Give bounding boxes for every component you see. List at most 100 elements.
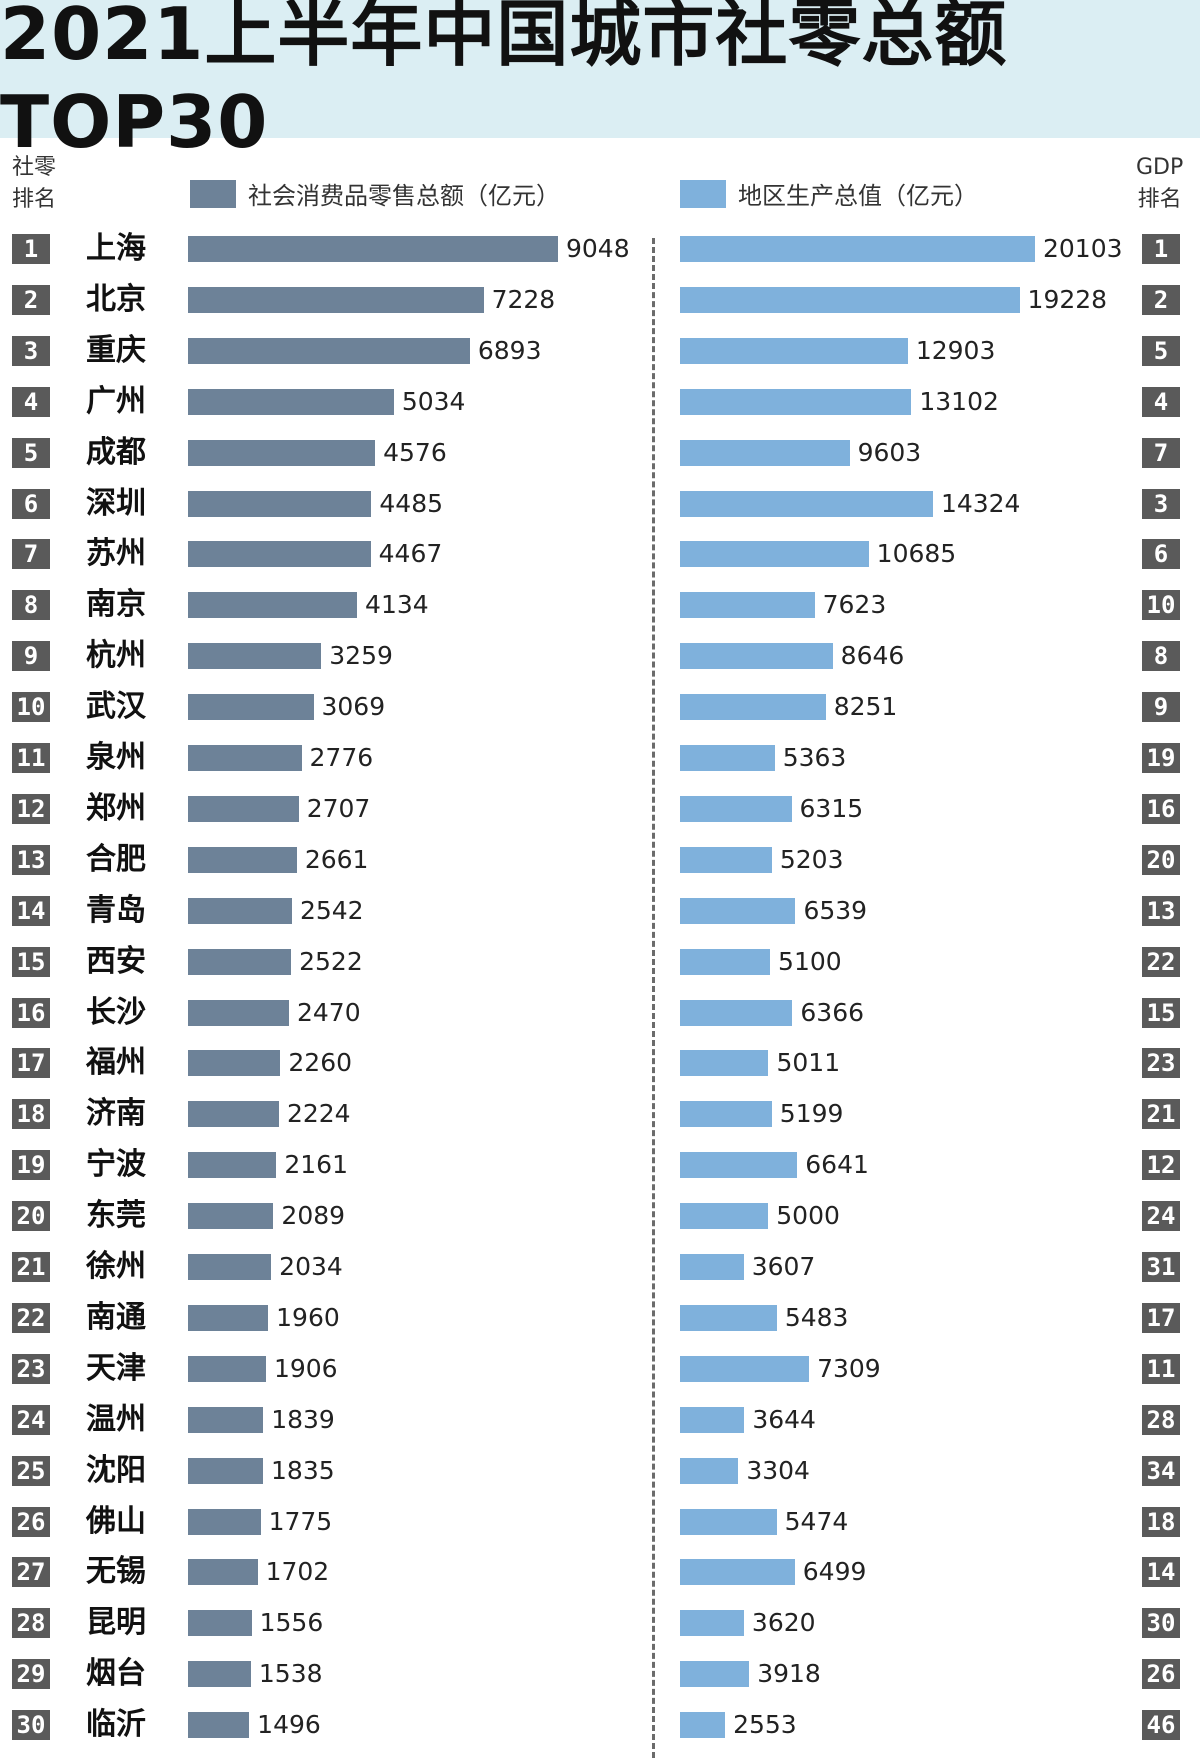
- gdp-rank-badge: 26: [1142, 1659, 1180, 1690]
- gdp-value-label: 6641: [805, 1150, 869, 1180]
- table-row: 22 南通 1960 5483 17: [0, 1293, 1200, 1344]
- retail-value-label: 1496: [257, 1710, 321, 1740]
- retail-bar: [188, 1355, 266, 1382]
- gdp-value-label: 13102: [919, 386, 999, 416]
- gdp-value-label: 5483: [784, 1302, 849, 1332]
- gdp-bar: [680, 1457, 739, 1484]
- retail-bar: [188, 236, 558, 262]
- city-label: 青岛: [86, 892, 146, 928]
- gdp-value-label: 5000: [776, 1201, 840, 1231]
- retail-rank-badge: 18: [12, 1099, 50, 1130]
- retail-rank-badge: 10: [12, 692, 50, 723]
- gdp-value-label: 10685: [876, 539, 957, 569]
- retail-rank-badge: 3: [12, 335, 50, 366]
- gdp-value-label: 3644: [752, 1404, 816, 1434]
- retail-value-label: 1839: [271, 1404, 335, 1434]
- gdp-bar: [680, 490, 933, 517]
- gdp-bar: [680, 1304, 777, 1331]
- table-row: 25 沈阳 1835 3304 34: [0, 1446, 1200, 1497]
- table-row: 16 长沙 2470 6366 15: [0, 988, 1200, 1039]
- table-row: 28 昆明 1556 3620 30: [0, 1598, 1200, 1649]
- retail-value-label: 1835: [271, 1455, 335, 1485]
- city-label: 福州: [86, 1045, 146, 1081]
- gdp-rank-badge: 18: [1142, 1506, 1180, 1537]
- legend-gdp-swatch: [680, 179, 726, 208]
- gdp-rank-header-line2: 排名: [1137, 187, 1182, 212]
- retail-value-label: 2034: [279, 1252, 343, 1281]
- gdp-value-label: 3918: [757, 1659, 821, 1689]
- retail-rank-badge: 24: [12, 1404, 50, 1435]
- gdp-value-label: 6499: [802, 1557, 867, 1587]
- table-row: 17 福州 2260 5011 23: [0, 1038, 1200, 1089]
- city-label: 沈阳: [86, 1452, 146, 1488]
- gdp-bar: [680, 1203, 769, 1230]
- gdp-value-label: 6539: [803, 895, 868, 925]
- retail-rank-badge: 23: [12, 1353, 50, 1384]
- gdp-value-label: 14324: [940, 488, 1021, 518]
- retail-bar: [188, 1050, 281, 1077]
- retail-value-label: 2522: [299, 946, 363, 976]
- city-label: 长沙: [86, 994, 146, 1030]
- retail-rank-badge: 2: [12, 284, 50, 315]
- legend-retail: 社会消费品零售总额（亿元）: [190, 176, 560, 211]
- retail-bar: [188, 999, 289, 1026]
- gdp-bar: [680, 795, 792, 822]
- city-label: 昆明: [86, 1605, 146, 1641]
- gdp-rank-badge: 30: [1142, 1608, 1180, 1639]
- retail-bar: [188, 1661, 251, 1688]
- city-label: 济南: [86, 1096, 146, 1132]
- retail-bar: [188, 592, 358, 619]
- table-row: 1 上海 9048 20103 1: [0, 224, 1200, 275]
- retail-rank-badge: 9: [12, 641, 50, 672]
- gdp-value-label: 5474: [784, 1506, 849, 1536]
- chart-title: 2021上半年中国城市社零总额TOP30: [0, 0, 1008, 164]
- retail-value-label: 1775: [268, 1506, 333, 1536]
- retail-value-label: 7228: [491, 284, 556, 314]
- gdp-bar: [680, 1406, 745, 1433]
- gdp-value-label: 6315: [799, 793, 864, 823]
- gdp-bar: [680, 1254, 744, 1280]
- retail-rank-badge: 1: [12, 234, 50, 264]
- retail-value-label: 1702: [265, 1557, 330, 1587]
- gdp-value-label: 5203: [779, 844, 844, 874]
- retail-rank-badge: 6: [12, 488, 50, 519]
- city-label: 合肥: [86, 841, 146, 877]
- gdp-value-label: 5199: [779, 1099, 844, 1129]
- city-label: 临沂: [86, 1707, 146, 1743]
- gdp-bar: [680, 1610, 744, 1637]
- retail-bar: [188, 439, 376, 466]
- retail-rank-badge: 26: [12, 1506, 50, 1537]
- retail-bar: [188, 337, 470, 364]
- legend-retail-swatch: [190, 179, 236, 208]
- city-label: 天津: [86, 1350, 146, 1386]
- retail-value-label: 4467: [378, 539, 443, 569]
- gdp-value-label: 5363: [782, 743, 847, 772]
- retail-bar: [188, 1457, 264, 1484]
- retail-value-label: 3259: [329, 641, 393, 671]
- table-row: 27 无锡 1702 6499 14: [0, 1547, 1200, 1598]
- table-row: 4 广州 5034 13102 4: [0, 377, 1200, 428]
- city-label: 北京: [86, 281, 146, 317]
- retail-bar: [188, 1254, 272, 1280]
- table-row: 18 济南 2224 5199 21: [0, 1089, 1200, 1140]
- table-row: 26 佛山 1775 5474 18: [0, 1497, 1200, 1548]
- city-label: 南京: [86, 587, 146, 623]
- gdp-rank-badge: 21: [1142, 1099, 1180, 1130]
- gdp-value-label: 8251: [833, 692, 898, 722]
- city-label: 东莞: [86, 1198, 146, 1234]
- table-row: 8 南京 4134 7623 10: [0, 580, 1200, 631]
- legend-gdp-label: 地区生产总值（亿元）: [738, 182, 978, 210]
- gdp-bar: [680, 897, 796, 924]
- gdp-rank-badge: 23: [1142, 1048, 1180, 1079]
- retail-bar: [188, 1152, 277, 1179]
- gdp-bar: [680, 388, 912, 415]
- retail-value-label: 1906: [273, 1353, 338, 1383]
- retail-rank-badge: 22: [12, 1302, 50, 1333]
- retail-value-label: 3069: [321, 692, 386, 722]
- retail-bar: [188, 1559, 258, 1586]
- gdp-rank-badge: 5: [1142, 335, 1180, 366]
- retail-value-label: 2707: [306, 793, 371, 823]
- gdp-value-label: 20103: [1043, 234, 1123, 263]
- gdp-rank-badge: 22: [1142, 946, 1180, 977]
- gdp-rank-badge: 28: [1142, 1404, 1180, 1435]
